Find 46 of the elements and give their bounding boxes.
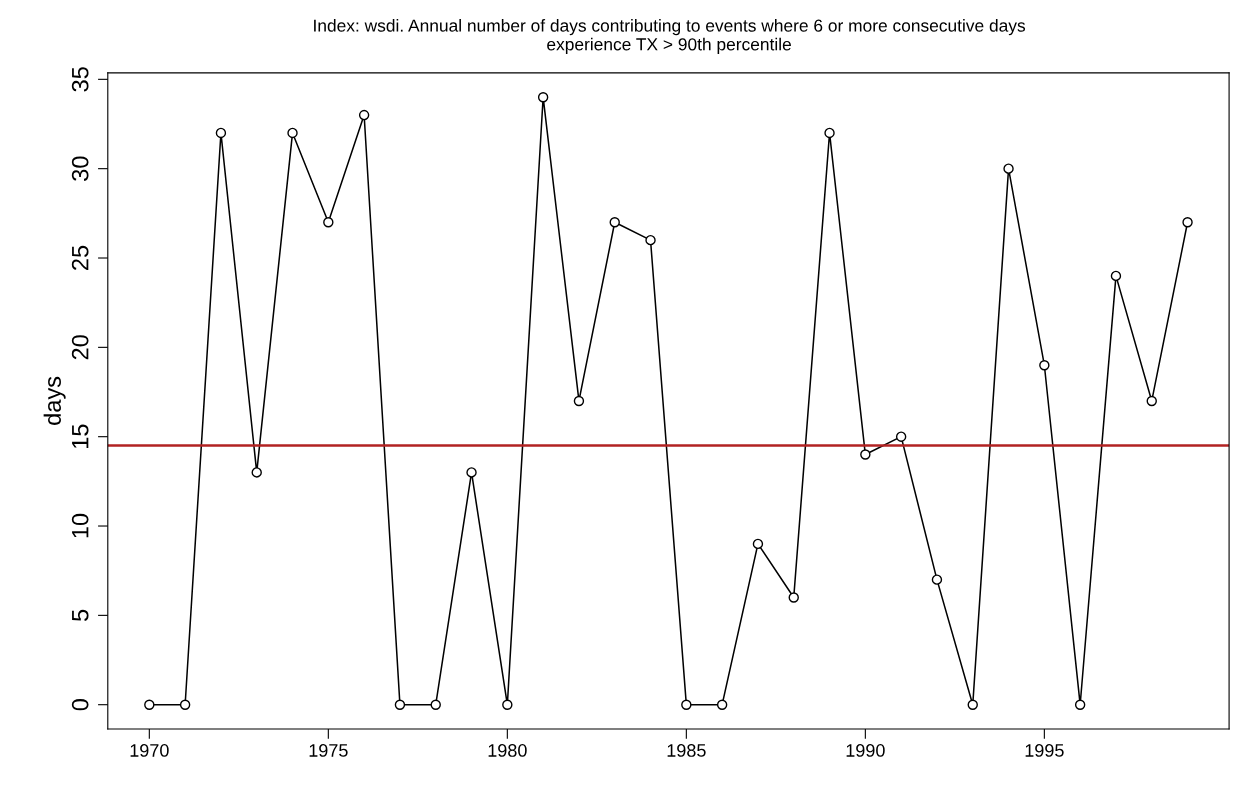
y-tick-label: 35 — [71, 67, 89, 92]
point — [824, 127, 835, 139]
x-tick-label: 1970 — [130, 744, 169, 757]
point — [466, 467, 477, 478]
point — [716, 699, 728, 710]
point — [1074, 699, 1086, 710]
point — [179, 699, 191, 710]
y-tick-label: 25 — [71, 245, 89, 270]
point — [860, 449, 871, 460]
point — [502, 699, 513, 710]
point — [788, 592, 799, 603]
y-tick-label: 20 — [71, 335, 89, 360]
point — [251, 467, 262, 478]
point — [287, 127, 298, 139]
y-tick-label: 15 — [72, 424, 89, 449]
point — [1146, 395, 1157, 407]
point — [144, 699, 155, 710]
point — [323, 217, 334, 228]
point — [358, 109, 370, 121]
point — [537, 91, 549, 103]
chart-subtitle: Index: wsdi. Annual number of days contributing to events where 6 or more consecutive days experience TX > 90th percentile — [314, 19, 1026, 54]
x-tick-label: 1975 — [309, 744, 348, 757]
point — [645, 234, 656, 246]
point — [681, 699, 692, 710]
x-tick-label: 1990 — [846, 744, 885, 757]
point — [895, 431, 907, 442]
point — [1003, 163, 1014, 174]
point — [967, 699, 978, 710]
point — [1039, 360, 1050, 371]
y-tick-label: 5 — [72, 609, 89, 621]
y-tick-label: 0 — [71, 699, 89, 711]
y-tick-label: 30 — [71, 156, 89, 181]
point — [931, 574, 943, 585]
point — [394, 699, 406, 710]
point — [573, 395, 585, 407]
x-tick-label: 1985 — [667, 744, 706, 757]
y-axis-title: days — [43, 376, 66, 425]
point — [215, 127, 227, 139]
x-tick-label: 1980 — [488, 744, 527, 757]
point — [1182, 217, 1193, 228]
point — [430, 699, 441, 710]
y-tick-label: 10 — [71, 513, 89, 538]
point — [1110, 270, 1122, 282]
point — [609, 217, 620, 228]
x-tick-label: 1995 — [1025, 744, 1064, 757]
point — [752, 538, 764, 550]
